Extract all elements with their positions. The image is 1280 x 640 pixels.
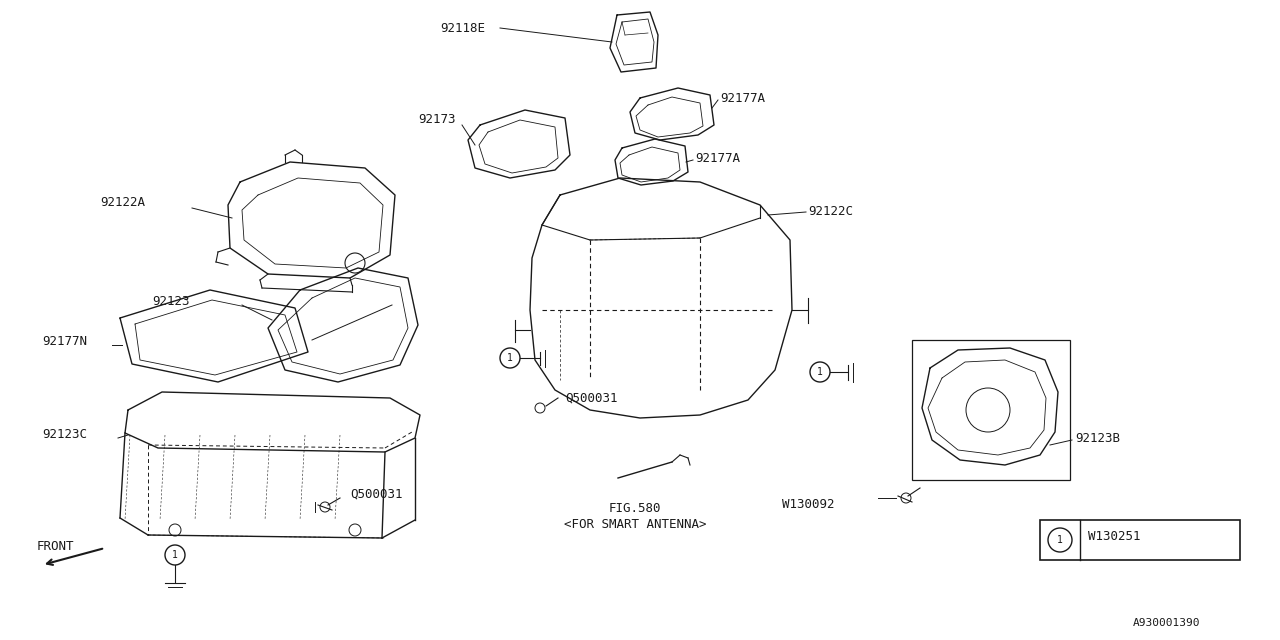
Text: FRONT: FRONT	[36, 540, 74, 553]
Text: 92122A: 92122A	[100, 196, 145, 209]
Text: 92122C: 92122C	[808, 205, 852, 218]
Text: FIG.580: FIG.580	[609, 502, 662, 515]
Text: <FOR SMART ANTENNA>: <FOR SMART ANTENNA>	[563, 518, 707, 531]
Text: 92118E: 92118E	[440, 22, 485, 35]
Text: 92173: 92173	[419, 113, 456, 126]
Text: 1: 1	[1057, 535, 1062, 545]
Text: 1: 1	[817, 367, 823, 377]
Bar	[1039, 520, 1240, 560]
Bar	[911, 340, 1070, 480]
Text: 92123B: 92123B	[1075, 432, 1120, 445]
Text: 92177N: 92177N	[42, 335, 87, 348]
Text: Q500031: Q500031	[564, 392, 617, 405]
Text: A930001390: A930001390	[1133, 618, 1201, 628]
Text: 1: 1	[172, 550, 178, 560]
Text: Q500031: Q500031	[349, 488, 402, 501]
Text: W130092: W130092	[782, 498, 835, 511]
Text: 92123C: 92123C	[42, 428, 87, 441]
Text: 92123: 92123	[152, 295, 189, 308]
Text: 92177A: 92177A	[695, 152, 740, 165]
Text: 1: 1	[507, 353, 513, 363]
Text: W130251: W130251	[1088, 530, 1140, 543]
Text: 92177A: 92177A	[719, 92, 765, 105]
